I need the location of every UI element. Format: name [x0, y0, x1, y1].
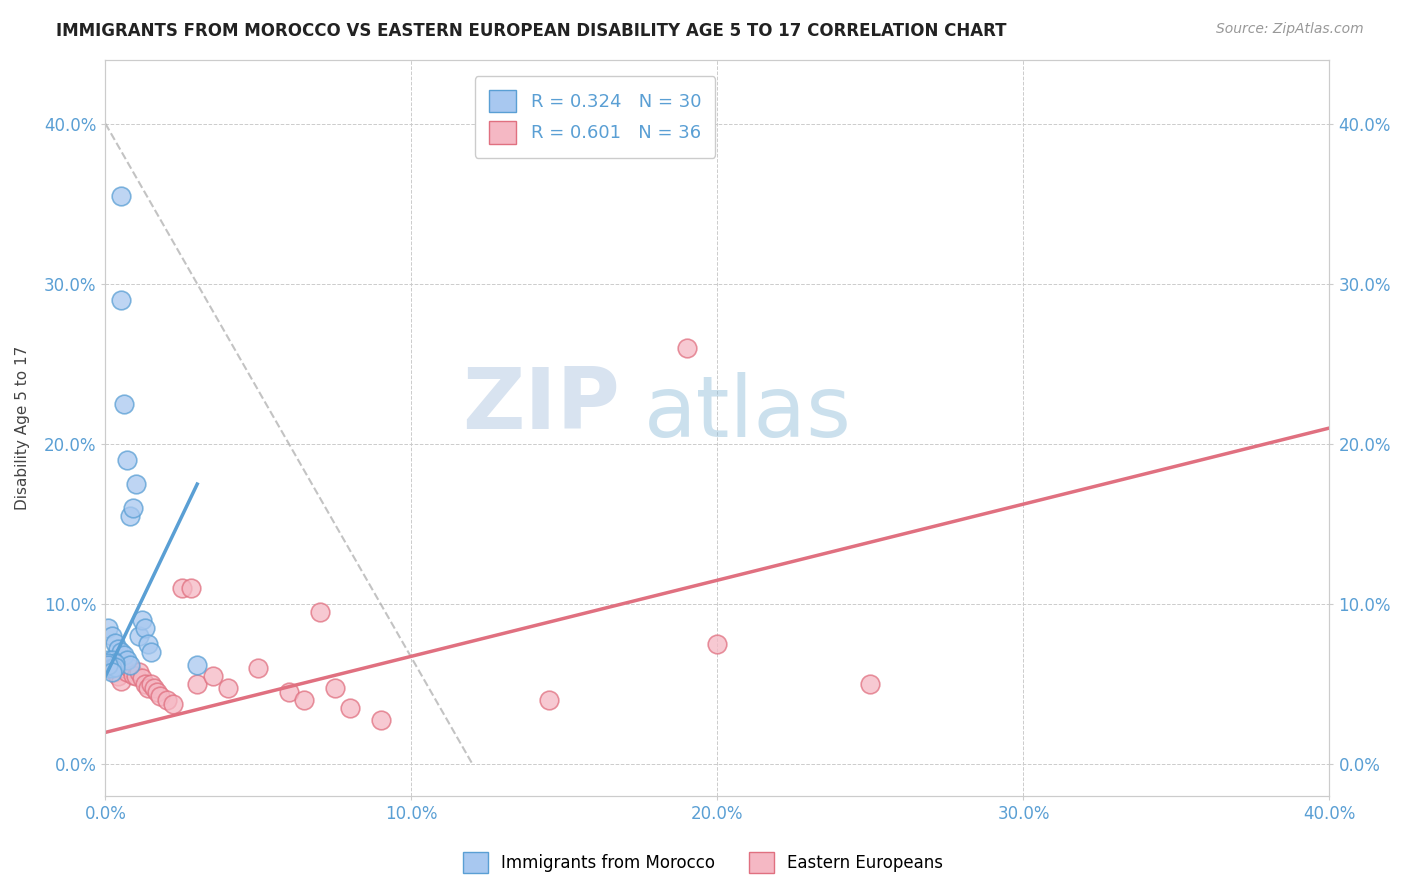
Point — [186, 658, 208, 673]
Point — [149, 689, 172, 703]
Point — [706, 637, 728, 651]
Point — [141, 645, 163, 659]
Point — [308, 605, 330, 619]
Point — [97, 621, 120, 635]
Point — [97, 661, 120, 675]
Point — [339, 701, 361, 715]
Point — [146, 685, 169, 699]
Point — [100, 653, 122, 667]
Point — [115, 453, 138, 467]
Point — [100, 665, 122, 679]
Point — [186, 677, 208, 691]
Point — [97, 658, 120, 673]
Text: Source: ZipAtlas.com: Source: ZipAtlas.com — [1216, 22, 1364, 37]
Point — [370, 713, 392, 727]
Text: ZIP: ZIP — [461, 365, 620, 448]
Point — [112, 661, 135, 675]
Point — [156, 693, 179, 707]
Point — [97, 657, 120, 671]
Point — [143, 681, 166, 695]
Point — [170, 581, 193, 595]
Point — [125, 477, 148, 491]
Point — [110, 674, 132, 689]
Point — [134, 621, 156, 635]
Point — [107, 642, 129, 657]
Point — [292, 693, 315, 707]
Point — [247, 661, 270, 675]
Point — [128, 629, 150, 643]
Point — [141, 677, 163, 691]
Point — [110, 293, 132, 307]
Point — [112, 397, 135, 411]
Point — [118, 661, 141, 675]
Point — [97, 653, 120, 667]
Point — [110, 188, 132, 202]
Point — [128, 665, 150, 679]
Legend: R = 0.324   N = 30, R = 0.601   N = 36: R = 0.324 N = 30, R = 0.601 N = 36 — [475, 76, 716, 158]
Point — [107, 669, 129, 683]
Point — [201, 669, 224, 683]
Point — [104, 659, 127, 673]
Point — [104, 657, 127, 671]
Point — [131, 613, 153, 627]
Point — [115, 665, 138, 679]
Point — [122, 501, 145, 516]
Point — [110, 645, 132, 659]
Point — [104, 635, 127, 649]
Point — [859, 677, 882, 691]
Legend: Immigrants from Morocco, Eastern Europeans: Immigrants from Morocco, Eastern Europea… — [457, 846, 949, 880]
Text: atlas: atlas — [644, 372, 852, 455]
Point — [100, 661, 122, 675]
Point — [278, 685, 301, 699]
Point — [125, 669, 148, 683]
Point — [118, 509, 141, 524]
Point — [323, 681, 346, 695]
Point — [217, 681, 239, 695]
Point — [538, 693, 561, 707]
Y-axis label: Disability Age 5 to 17: Disability Age 5 to 17 — [15, 346, 30, 510]
Point — [97, 658, 120, 673]
Point — [118, 658, 141, 673]
Point — [104, 665, 127, 679]
Point — [100, 629, 122, 643]
Point — [180, 581, 202, 595]
Point — [136, 637, 159, 651]
Point — [112, 648, 135, 663]
Text: IMMIGRANTS FROM MOROCCO VS EASTERN EUROPEAN DISABILITY AGE 5 TO 17 CORRELATION C: IMMIGRANTS FROM MOROCCO VS EASTERN EUROP… — [56, 22, 1007, 40]
Point — [131, 671, 153, 685]
Point — [100, 661, 122, 675]
Point — [134, 677, 156, 691]
Point — [162, 697, 184, 711]
Point — [115, 653, 138, 667]
Point — [136, 681, 159, 695]
Point — [122, 667, 145, 681]
Point — [676, 341, 699, 355]
